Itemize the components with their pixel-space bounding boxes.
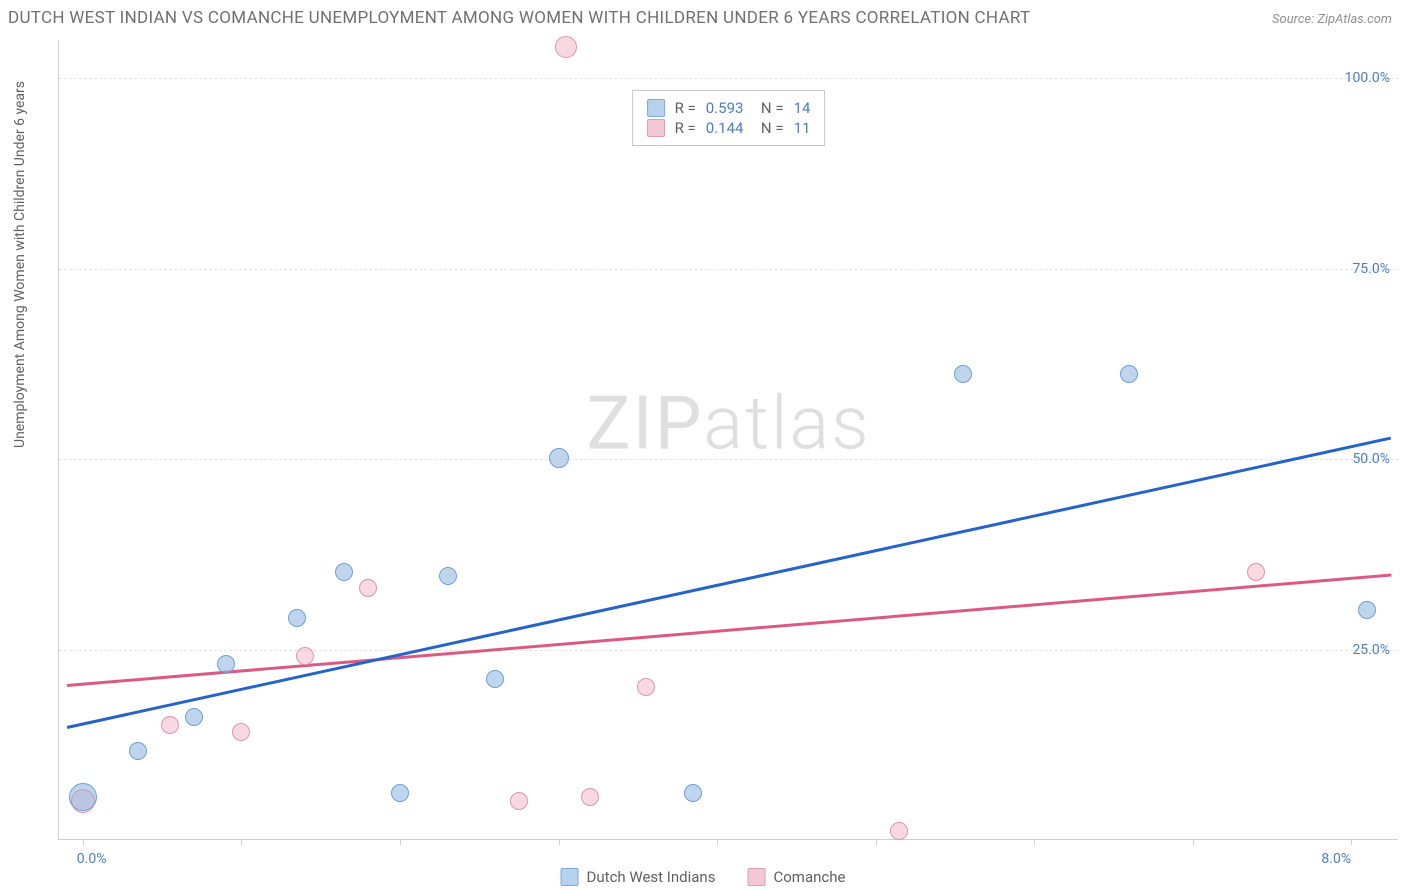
x-tick: [400, 839, 401, 845]
data-point: [335, 563, 353, 581]
swatch-pink-icon: [647, 119, 665, 137]
n-value: 11: [794, 119, 811, 137]
x-tick: [1351, 839, 1352, 845]
y-axis-label: Unemployment Among Women with Children U…: [12, 81, 28, 448]
data-point: [1120, 365, 1138, 383]
source-attribution: Source: ZipAtlas.com: [1272, 12, 1392, 27]
x-tick: [1193, 839, 1194, 845]
data-point: [1247, 563, 1265, 581]
watermark-light: atlas: [703, 380, 870, 467]
y-tick-label: 25.0%: [1352, 642, 1390, 658]
gridline: [59, 78, 1398, 79]
chart-title: DUTCH WEST INDIAN VS COMANCHE UNEMPLOYME…: [8, 8, 1030, 28]
correlation-row: R = 0.593 N = 14: [647, 99, 811, 117]
data-point: [288, 609, 306, 627]
y-tick-label: 75.0%: [1352, 261, 1390, 277]
swatch-pink-icon: [747, 868, 765, 886]
data-point: [232, 723, 250, 741]
data-point: [555, 36, 577, 58]
data-point: [439, 567, 457, 585]
data-point: [391, 784, 409, 802]
r-value: 0.144: [706, 119, 744, 137]
plot-area: ZIPatlas R = 0.593 N = 14 R = 0.144 N = …: [58, 40, 1398, 840]
r-label: R =: [675, 99, 696, 117]
trend-line: [67, 573, 1391, 686]
x-tick: [1034, 839, 1035, 845]
n-label: N =: [753, 119, 783, 137]
legend-item: Dutch West Indians: [561, 868, 716, 886]
watermark: ZIPatlas: [586, 380, 870, 467]
data-point: [129, 742, 147, 760]
data-point: [359, 579, 377, 597]
correlation-row: R = 0.144 N = 11: [647, 119, 811, 137]
swatch-blue-icon: [561, 868, 579, 886]
trend-line: [67, 436, 1392, 728]
x-tick-label: 0.0%: [77, 851, 107, 867]
data-point: [549, 448, 569, 468]
data-point: [217, 655, 235, 673]
y-tick-label: 50.0%: [1352, 451, 1390, 467]
correlation-legend: R = 0.593 N = 14 R = 0.144 N = 11: [632, 90, 826, 146]
data-point: [954, 365, 972, 383]
x-tick: [83, 839, 84, 845]
n-value: 14: [794, 99, 811, 117]
x-tick: [717, 839, 718, 845]
gridline: [59, 459, 1398, 460]
data-point: [486, 670, 504, 688]
series-legend: Dutch West Indians Comanche: [561, 868, 846, 886]
x-tick: [241, 839, 242, 845]
x-tick: [876, 839, 877, 845]
y-tick-label: 100.0%: [1345, 70, 1390, 86]
data-point: [581, 788, 599, 806]
data-point: [161, 716, 179, 734]
data-point: [69, 783, 97, 811]
x-tick-label: 8.0%: [1321, 851, 1351, 867]
data-point: [1358, 601, 1376, 619]
r-value: 0.593: [706, 99, 744, 117]
data-point: [684, 784, 702, 802]
n-label: N =: [753, 99, 783, 117]
data-point: [185, 708, 203, 726]
x-tick: [559, 839, 560, 845]
legend-label: Dutch West Indians: [587, 868, 716, 886]
data-point: [890, 822, 908, 840]
watermark-bold: ZIP: [586, 380, 703, 467]
gridline: [59, 269, 1398, 270]
legend-item: Comanche: [747, 868, 845, 886]
gridline: [59, 650, 1398, 651]
swatch-blue-icon: [647, 99, 665, 117]
data-point: [296, 647, 314, 665]
data-point: [637, 678, 655, 696]
data-point: [510, 792, 528, 810]
legend-label: Comanche: [773, 868, 845, 886]
r-label: R =: [675, 119, 696, 137]
